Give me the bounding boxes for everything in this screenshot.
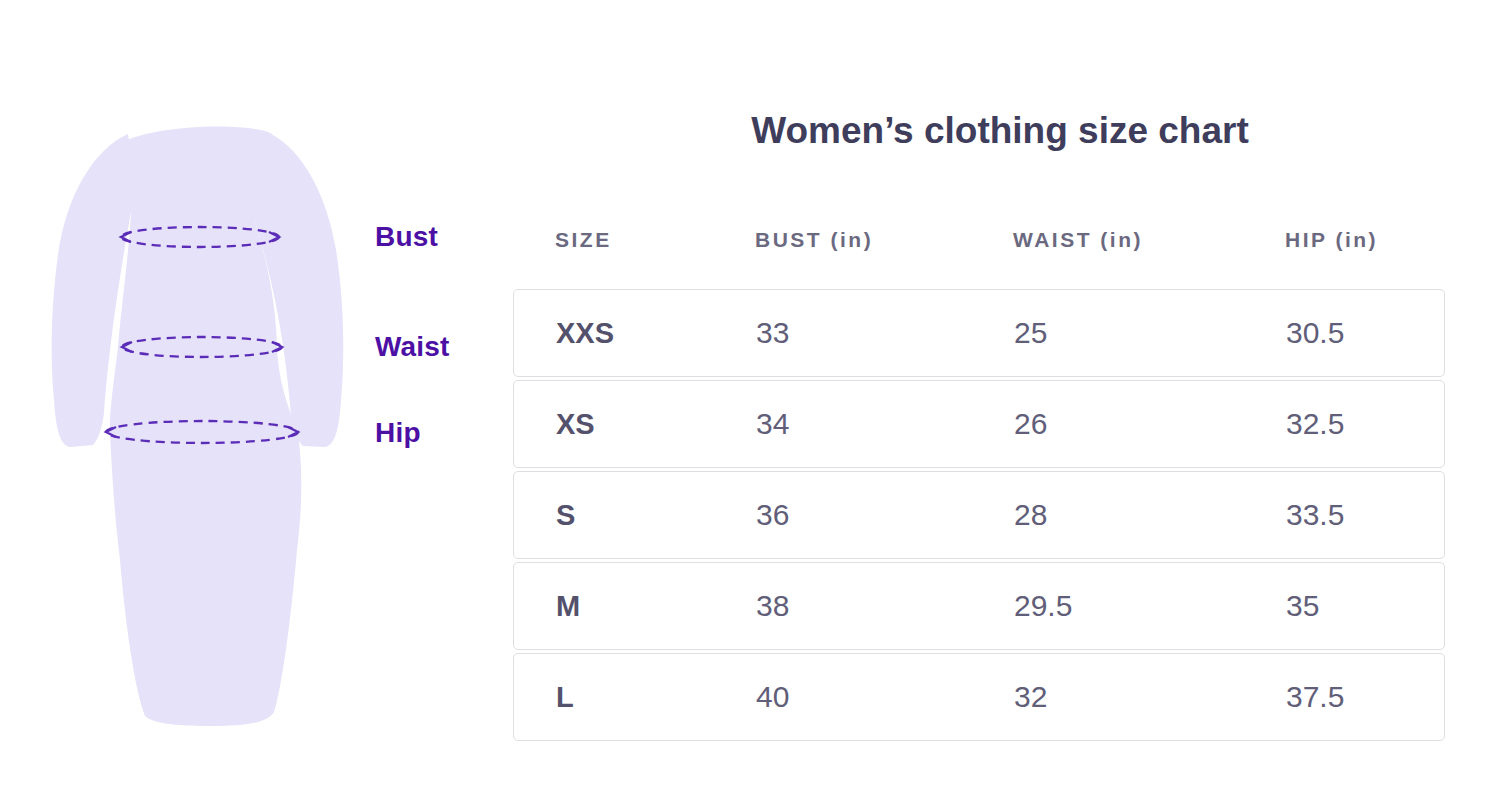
waist-label: Waist (375, 332, 450, 362)
size-value: L (514, 679, 714, 715)
waist-value: 26 (972, 406, 1244, 442)
hip-value: 33.5 (1244, 497, 1446, 533)
bust-value: 40 (714, 679, 972, 715)
size-value: M (514, 588, 714, 624)
hip-value: 37.5 (1244, 679, 1446, 715)
bust-value: 33 (714, 315, 972, 351)
hip-value: 35 (1244, 588, 1446, 624)
bust-label: Bust (375, 222, 438, 252)
column-header-size: SIZE (513, 226, 713, 254)
size-value: XXS (514, 315, 714, 351)
table-row-s: S 36 28 33.5 (513, 471, 1445, 559)
column-header-bust: BUST (in) (713, 226, 971, 254)
column-header-hip: HIP (in) (1243, 226, 1445, 254)
hip-value: 30.5 (1244, 315, 1446, 351)
bust-value: 38 (714, 588, 972, 624)
table-row-m: M 38 29.5 35 (513, 562, 1445, 650)
size-value: XS (514, 406, 714, 442)
hip-value: 32.5 (1244, 406, 1446, 442)
table-row-l: L 40 32 37.5 (513, 653, 1445, 741)
column-header-waist: WAIST (in) (971, 226, 1243, 254)
size-table: XXS 33 25 30.5 XS 34 26 32.5 S 36 28 33.… (513, 289, 1445, 744)
table-row-xxs: XXS 33 25 30.5 (513, 289, 1445, 377)
waist-value: 25 (972, 315, 1244, 351)
size-value: S (514, 497, 714, 533)
waist-value: 29.5 (972, 588, 1244, 624)
bust-value: 34 (714, 406, 972, 442)
waist-value: 32 (972, 679, 1244, 715)
bust-value: 36 (714, 497, 972, 533)
hip-label: Hip (375, 418, 421, 448)
page-title: Women’s clothing size chart (550, 108, 1450, 154)
dress-illustration (40, 100, 360, 750)
waist-value: 28 (972, 497, 1244, 533)
size-table-header: SIZE BUST (in) WAIST (in) HIP (in) (513, 226, 1445, 254)
table-row-xs: XS 34 26 32.5 (513, 380, 1445, 468)
size-chart-page: Bust Waist Hip Women’s clothing size cha… (0, 0, 1500, 800)
